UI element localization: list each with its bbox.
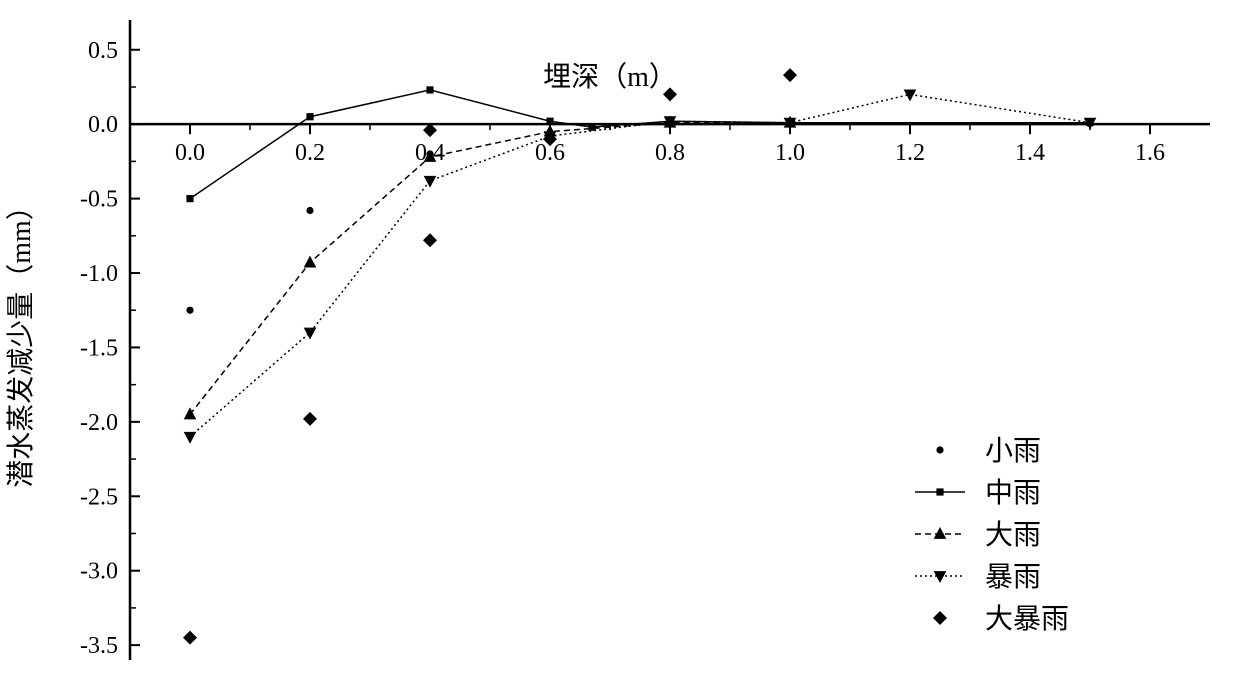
y-tick-label: -3.0 — [80, 559, 118, 585]
legend-label: 大暴雨 — [985, 603, 1069, 635]
y-tick-label: -2.0 — [80, 410, 118, 436]
legend: 小雨中雨大雨暴雨大暴雨 — [915, 436, 1069, 635]
x-tick-label: 0.8 — [655, 140, 685, 166]
x-tick-label: 0.2 — [295, 140, 325, 166]
series-4 — [183, 68, 797, 645]
series-2 — [184, 116, 797, 420]
series-line — [190, 123, 790, 415]
x-tick-label: 1.6 — [1135, 140, 1165, 166]
x-axis-title: 埋深（m） — [543, 61, 677, 93]
chart-container: -3.5 -3.0 -2.5 -2.0 -1.5 -1.0 -0.5 0.0 0.5 0.0 0.2… — [0, 0, 1240, 680]
series-0 — [186, 116, 793, 314]
x-tick-label: 1.0 — [775, 140, 805, 166]
y-tick-label: -1.5 — [80, 335, 118, 361]
y-tick-label: 0.0 — [88, 112, 118, 138]
x-tick-label: 1.2 — [895, 140, 925, 166]
series-line — [190, 94, 1090, 436]
series-line — [190, 90, 1090, 199]
y-tick-label: -1.0 — [80, 261, 118, 287]
y-tick-label: -2.5 — [80, 484, 118, 510]
y-tick-label: 0.5 — [88, 38, 118, 64]
legend-label: 中雨 — [985, 477, 1041, 509]
x-tick-label: 1.4 — [1015, 140, 1045, 166]
legend-label: 小雨 — [985, 436, 1041, 467]
x-tick-label: 0.0 — [175, 140, 205, 166]
y-axis-title: 潜水蒸发减少量（mm） — [5, 192, 37, 488]
y-tick-label: -3.5 — [80, 633, 118, 659]
chart-svg: -3.5 -3.0 -2.5 -2.0 -1.5 -1.0 -0.5 0.0 0.5 0.0 0.2… — [0, 0, 1240, 680]
y-tick-label: -0.5 — [80, 187, 118, 213]
legend-label: 暴雨 — [985, 562, 1041, 593]
legend-label: 大雨 — [985, 519, 1041, 551]
